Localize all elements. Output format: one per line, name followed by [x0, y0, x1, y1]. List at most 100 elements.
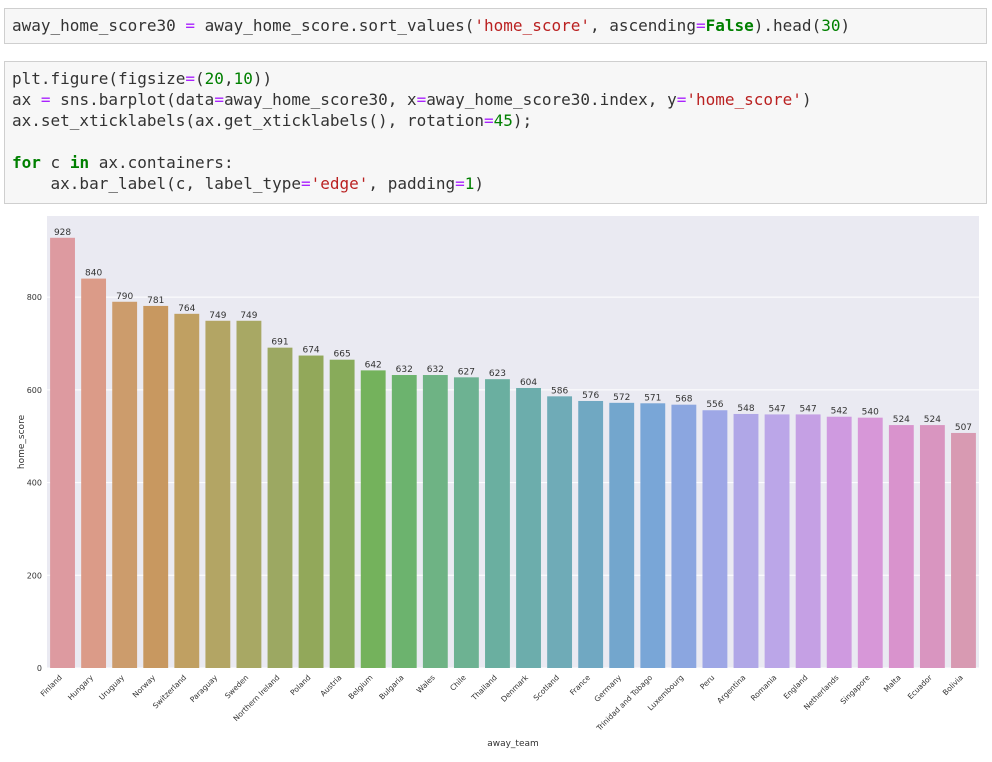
code-token: for [12, 153, 41, 172]
code-token: , padding [368, 174, 456, 193]
bar-value-label: 691 [271, 338, 288, 348]
x-tick-label: Chile [448, 673, 468, 693]
bar-labels: 928 840 790 781 764 749 749 691 674 665 642 632 632 6… [54, 228, 972, 433]
bar [919, 425, 945, 668]
bar-value-label: 547 [800, 404, 817, 414]
bar-value-label: 790 [116, 292, 133, 302]
code-token: 'home_score' [474, 16, 590, 35]
bar-value-label: 547 [768, 404, 785, 414]
bar [298, 355, 324, 668]
code-token: = [484, 111, 494, 130]
bar [702, 410, 728, 668]
code-token: away_home_score30 [12, 16, 186, 35]
code-token: , [223, 69, 234, 88]
code-token: = [695, 16, 706, 35]
bar-value-label: 749 [209, 311, 226, 321]
code-token: 1 [464, 174, 475, 193]
bar [609, 402, 635, 668]
x-tick-label: Poland [288, 673, 312, 697]
y-tick-label: 600 [27, 386, 42, 395]
code-token: = [300, 174, 311, 193]
bar-value-label: 623 [489, 369, 506, 379]
code-token: ) [840, 16, 851, 35]
bar [485, 379, 510, 668]
x-tick-label: Switzerland [151, 673, 188, 710]
x-tick-label: England [782, 673, 810, 701]
y-tick-label: 200 [27, 571, 42, 580]
code-token: ax.set_xticklabels(ax.get_xticklabels(),… [12, 111, 485, 130]
bar [951, 432, 976, 668]
bar-value-label: 568 [675, 395, 692, 405]
bar-value-label: 572 [613, 393, 630, 403]
x-tick-label: Peru [698, 673, 716, 691]
code-token: c [40, 153, 70, 172]
bar-value-label: 781 [147, 296, 164, 306]
plot-background [47, 216, 979, 668]
bar [81, 278, 107, 668]
y-tick-label: 0 [37, 664, 42, 673]
x-tick-label: Scotland [532, 673, 562, 703]
y-tick-label: 800 [27, 293, 42, 302]
bar-value-label: 542 [831, 407, 848, 417]
bar [50, 237, 75, 669]
x-tick-label: Trinidad and Tobago [594, 673, 654, 733]
bar [143, 305, 169, 668]
code-line: ax = sns.barplot(data=away_home_score30,… [12, 89, 979, 110]
code-token: , ascending [589, 16, 696, 35]
bar [640, 403, 666, 668]
bar-value-label: 928 [54, 228, 71, 238]
code-token: ax.bar_label(c, label_type [12, 174, 301, 193]
code-token: )) [252, 69, 273, 88]
code-cell-sort[interactable]: away_home_score30 = away_home_score.sort… [4, 8, 987, 44]
code-token: 'home_score' [686, 90, 802, 109]
bar [795, 414, 821, 668]
code-line: away_home_score30 = away_home_score.sort… [12, 15, 979, 36]
x-tick-label: Paraguay [188, 673, 220, 705]
bar [174, 313, 200, 668]
x-tick-label: Thailand [469, 673, 499, 703]
bar-value-label: 586 [551, 386, 568, 396]
x-tick-label: Finland [39, 673, 64, 698]
code-token: away_home_score30, x [223, 90, 417, 109]
x-tick-label: Germany [592, 673, 623, 704]
code-cell-barplot[interactable]: plt.figure(figsize=(20,10)) ax = sns.barp… [4, 61, 987, 204]
bar-value-label: 642 [365, 360, 382, 370]
bar-value-label: 632 [396, 365, 413, 375]
bar-value-label: 556 [706, 400, 723, 410]
code-token: ) [801, 90, 812, 109]
x-axis-label: away_team [487, 739, 539, 749]
code-line: ax.bar_label(c, label_type='edge', paddi… [12, 173, 979, 194]
code-token: = [40, 90, 51, 109]
bar [329, 359, 355, 668]
x-tick-label: Romania [749, 673, 779, 703]
bar-value-label: 571 [644, 393, 661, 403]
x-tick-label: Singapore [839, 673, 872, 706]
bar-value-label: 576 [582, 391, 599, 401]
x-tick-label: Bolivia [941, 673, 965, 697]
bar-value-label: 749 [240, 311, 257, 321]
code-token: 30 [821, 16, 841, 35]
code-token: = [214, 90, 224, 109]
bar-value-label: 632 [427, 365, 444, 375]
bar-value-label: 674 [302, 346, 319, 356]
code-token: away_home_score30.index, y [426, 90, 677, 109]
bar [826, 416, 852, 668]
code-line: ax.set_xticklabels(ax.get_xticklabels(),… [12, 110, 979, 131]
bar-value-label: 604 [520, 378, 537, 388]
x-tick-label: Ecuador [906, 672, 935, 701]
bar [516, 387, 541, 668]
bar-value-label: 507 [955, 423, 972, 433]
x-tick-label: Malta [882, 673, 903, 694]
bar-value-label: 540 [862, 408, 879, 418]
code-token: ).head( [753, 16, 822, 35]
y-tick-label: 400 [27, 479, 42, 488]
x-tick-label: Bulgaria [377, 673, 405, 701]
bar-chart: 928 840 790 781 764 749 749 691 674 665 642 632 632 6… [17, 216, 979, 749]
code-token: sns.barplot(data [50, 90, 215, 109]
bar [422, 375, 448, 668]
code-token: = [455, 174, 465, 193]
code-token: = [185, 16, 196, 35]
bar-value-label: 524 [893, 415, 910, 425]
bar [857, 417, 883, 668]
